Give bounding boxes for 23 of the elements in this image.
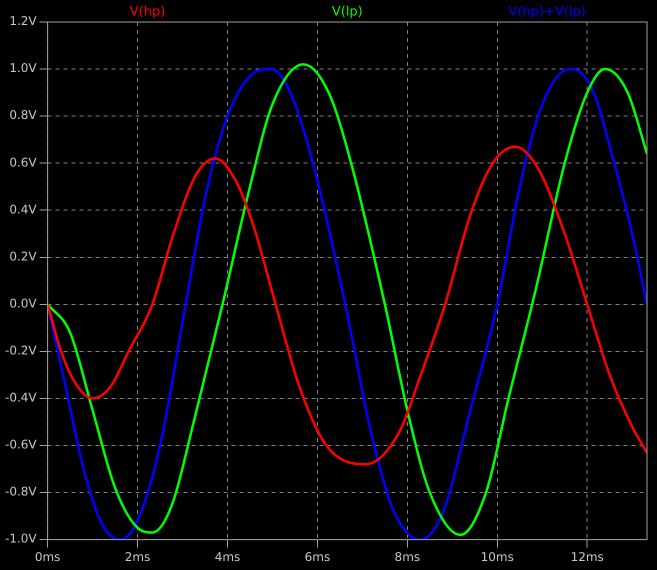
x-tick-label: 4ms — [214, 550, 240, 564]
y-tick-label: 0.2V — [9, 249, 38, 264]
text: V(hp)+V(lp) — [508, 4, 586, 20]
y-tick-label: 0.4V — [9, 202, 38, 216]
y-tick-label: -0.8V — [5, 484, 38, 499]
y-tick-label: -0.2V — [5, 344, 38, 358]
y-tick-label: 0.6V — [9, 155, 38, 170]
x-tick-label: 12ms — [570, 550, 604, 564]
x-tick-label: 2ms — [124, 550, 150, 564]
x-tick-label: 6ms — [304, 550, 330, 564]
text: V(hp) — [130, 4, 166, 20]
y-tick-label: 0.0V — [9, 296, 38, 310]
line-series — [48, 145, 647, 466]
x-tick-label: 10ms — [480, 550, 514, 564]
x-tick-label: 8ms — [394, 550, 420, 564]
y-tick-label: -0.6V — [5, 438, 38, 452]
y-tick-label: 1.2V — [9, 14, 38, 28]
x-tick-label: 0ms — [34, 550, 60, 564]
y-tick-label: -0.4V — [5, 390, 38, 405]
y-tick-label: 1.0V — [9, 61, 38, 76]
y-tick-label: 0.8V — [9, 108, 38, 122]
text: V(lp) — [332, 4, 363, 20]
y-tick-label: -1.0V — [5, 532, 38, 546]
